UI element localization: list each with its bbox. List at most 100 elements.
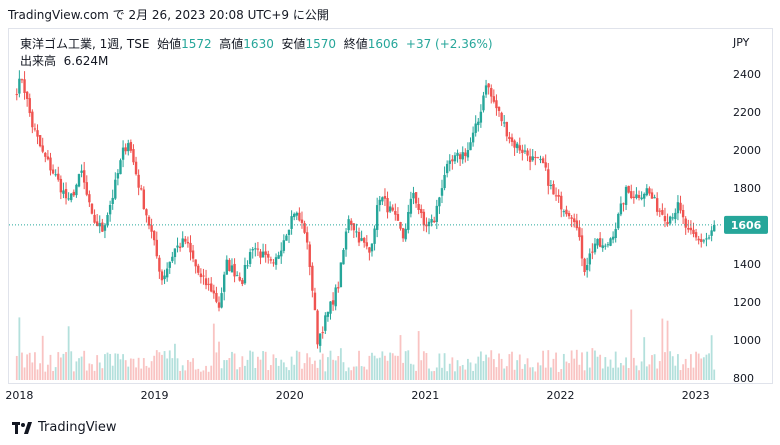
volume-bar xyxy=(474,363,477,380)
candle xyxy=(51,164,55,175)
volume-bar xyxy=(692,367,695,380)
volume-bar xyxy=(184,370,187,380)
volume-bar xyxy=(329,350,332,380)
x-tick-label: 2022 xyxy=(547,389,575,402)
candle xyxy=(70,192,73,203)
candle xyxy=(658,208,661,218)
volume-bar xyxy=(684,358,687,380)
volume-bar xyxy=(350,370,353,380)
volume-bar xyxy=(23,367,26,380)
candle xyxy=(82,161,86,190)
candle xyxy=(171,251,174,264)
candle xyxy=(160,269,164,285)
candle xyxy=(202,268,205,285)
candle xyxy=(280,242,283,264)
candle xyxy=(357,227,361,247)
candle xyxy=(248,248,252,268)
volume-bar xyxy=(282,362,285,380)
volume-bar xyxy=(664,352,666,380)
candle xyxy=(197,263,200,276)
volume-bar xyxy=(98,362,101,380)
candle xyxy=(627,185,630,194)
volume-bar xyxy=(490,350,493,380)
volume-bar xyxy=(435,367,438,380)
volume-bar xyxy=(339,348,342,380)
candle xyxy=(508,131,511,144)
candle xyxy=(184,236,187,245)
candle xyxy=(477,117,480,132)
candle xyxy=(668,215,672,226)
candle xyxy=(308,241,311,276)
volume-bar xyxy=(233,353,236,380)
volume-bar xyxy=(179,370,182,380)
candle xyxy=(557,189,560,203)
volume-bar xyxy=(409,363,412,380)
candle xyxy=(570,215,573,228)
candle xyxy=(121,140,125,168)
candle xyxy=(383,188,387,207)
volume-bar xyxy=(231,351,233,380)
candle xyxy=(251,247,254,259)
volume-bar xyxy=(508,354,511,380)
volume-bar xyxy=(632,357,635,380)
volume-bar xyxy=(433,371,436,380)
volume-bar xyxy=(492,359,495,380)
candle xyxy=(681,204,685,225)
volume-bar xyxy=(384,355,386,380)
x-tick-label: 2023 xyxy=(682,389,710,402)
candle xyxy=(611,231,615,244)
volume-bar xyxy=(122,354,124,380)
volume-bar xyxy=(573,358,576,380)
volume-bar xyxy=(565,361,568,380)
volume-bar xyxy=(360,366,363,380)
volume-bar xyxy=(516,360,519,380)
volume-bar xyxy=(238,367,241,380)
volume-bar xyxy=(365,369,368,380)
volume-bar xyxy=(378,357,381,380)
volume-bar xyxy=(653,354,656,380)
candle xyxy=(510,133,514,147)
candle xyxy=(433,216,436,224)
volume-bar xyxy=(697,353,700,380)
volume-bar xyxy=(648,364,651,380)
candle xyxy=(165,262,169,282)
volume-bar xyxy=(549,367,552,380)
candle xyxy=(593,238,597,255)
volume-bar xyxy=(241,356,244,380)
candle xyxy=(490,84,493,104)
candle xyxy=(687,219,690,233)
candle xyxy=(653,194,656,199)
volume-bar xyxy=(645,366,648,380)
candle xyxy=(64,182,68,205)
candle xyxy=(62,182,65,199)
candle xyxy=(440,179,444,204)
volume-bar xyxy=(578,364,581,380)
volume-bar xyxy=(308,357,311,380)
volume-bar xyxy=(161,354,163,380)
volume-bar xyxy=(368,355,371,380)
volume-bar xyxy=(625,357,627,380)
candle xyxy=(334,284,337,311)
volume-bar xyxy=(612,367,615,380)
candle xyxy=(28,93,31,117)
volume-bar xyxy=(244,365,246,380)
volume-bar xyxy=(85,370,88,380)
candle xyxy=(562,209,566,217)
volume-bar xyxy=(358,350,360,380)
candle xyxy=(233,258,236,283)
candle xyxy=(355,223,358,238)
candle xyxy=(329,301,332,320)
volume-bar xyxy=(306,353,309,380)
candle xyxy=(204,269,208,290)
candle xyxy=(375,197,379,238)
volume-bar xyxy=(192,358,194,380)
volume-bar xyxy=(52,371,54,380)
candle xyxy=(578,220,581,241)
candle xyxy=(536,156,540,159)
candle xyxy=(129,139,133,153)
volume-bar xyxy=(15,355,18,380)
volume-bar xyxy=(267,370,270,380)
volume-bar xyxy=(575,349,578,380)
volume-bar xyxy=(594,350,596,380)
